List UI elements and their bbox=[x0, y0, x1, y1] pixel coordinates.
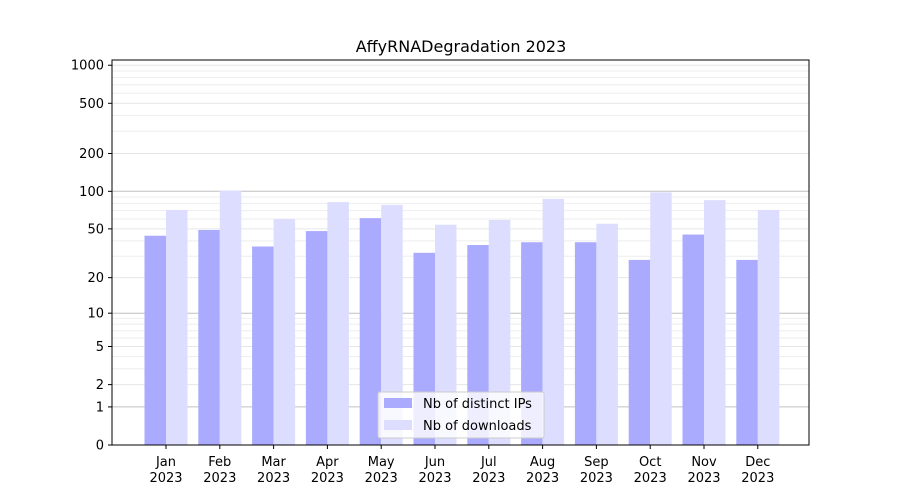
x-tick-label-year: 2023 bbox=[580, 471, 613, 486]
legend-label-downloads: Nb of downloads bbox=[423, 419, 532, 434]
bar-distinct-ips bbox=[736, 259, 758, 445]
bar-downloads bbox=[757, 209, 780, 445]
bar-downloads bbox=[327, 202, 349, 445]
x-axis: Jan2023Feb2023Mar2023Apr2023May2023Jun20… bbox=[149, 445, 774, 486]
x-tick-label-month: Oct bbox=[639, 455, 661, 470]
chart-title: AffyRNADegradation 2023 bbox=[356, 37, 567, 56]
bar-distinct-ips bbox=[682, 234, 704, 445]
x-tick-label-month: Apr bbox=[316, 455, 339, 470]
legend-swatch-downloads bbox=[384, 420, 412, 430]
y-axis: 0 1 2 5 10 20 50 100 200 500 1000 bbox=[71, 59, 112, 454]
x-tick-label-month: Mar bbox=[261, 455, 286, 470]
x-tick-label-year: 2023 bbox=[634, 471, 667, 486]
x-tick-label-year: 2023 bbox=[472, 471, 505, 486]
x-tick-label-month: Aug bbox=[530, 455, 555, 470]
x-tick-label-month: Feb bbox=[208, 455, 231, 470]
bar-downloads bbox=[704, 200, 726, 445]
y-tick-label: 1 bbox=[96, 400, 104, 415]
bar-downloads bbox=[488, 219, 511, 445]
x-tick-label-month: Nov bbox=[691, 455, 717, 470]
x-tick-label-year: 2023 bbox=[203, 471, 236, 486]
x-tick-label-year: 2023 bbox=[418, 471, 451, 486]
legend-label-ips: Nb of distinct IPs bbox=[423, 397, 532, 412]
legend-swatch-ips bbox=[384, 398, 412, 408]
x-tick-label-year: 2023 bbox=[365, 471, 398, 486]
x-tick-label-month: Dec bbox=[745, 455, 770, 470]
bar-distinct-ips bbox=[574, 242, 597, 445]
x-tick-label-month: Sep bbox=[584, 455, 609, 470]
x-tick-label-year: 2023 bbox=[257, 471, 290, 486]
bar-downloads bbox=[596, 223, 618, 445]
bar-downloads bbox=[542, 198, 565, 445]
bar-distinct-ips bbox=[198, 229, 220, 445]
bar-distinct-ips bbox=[305, 231, 328, 445]
bars bbox=[144, 190, 780, 445]
x-tick-label-month: Jul bbox=[480, 455, 497, 470]
bar-downloads bbox=[435, 224, 457, 445]
x-tick-label-month: Jan bbox=[155, 455, 176, 470]
x-tick-label-month: May bbox=[368, 455, 395, 470]
bar-distinct-ips bbox=[628, 259, 651, 445]
y-tick-label: 100 bbox=[79, 185, 104, 200]
bar-downloads bbox=[650, 192, 672, 445]
legend: Nb of distinct IPs Nb of downloads bbox=[377, 391, 545, 439]
plot-frame bbox=[111, 59, 810, 446]
y-tick-label: 1000 bbox=[71, 59, 104, 74]
bar-downloads bbox=[381, 204, 403, 445]
x-tick-label-year: 2023 bbox=[149, 471, 182, 486]
y-tick-label: 0 bbox=[96, 439, 104, 454]
bar-distinct-ips bbox=[359, 218, 382, 445]
y-tick-label: 10 bbox=[87, 307, 104, 322]
bar-distinct-ips bbox=[144, 235, 166, 445]
x-tick-label-year: 2023 bbox=[311, 471, 344, 486]
y-tick-label: 50 bbox=[87, 222, 104, 237]
bar-downloads bbox=[273, 219, 296, 445]
x-tick-label-year: 2023 bbox=[687, 471, 720, 486]
bar-distinct-ips bbox=[252, 246, 274, 445]
y-tick-label: 500 bbox=[79, 97, 104, 112]
bar-downloads bbox=[219, 190, 242, 445]
y-tick-label: 2 bbox=[96, 378, 104, 393]
x-tick-label-year: 2023 bbox=[741, 471, 774, 486]
x-tick-label-year: 2023 bbox=[526, 471, 559, 486]
y-tick-label: 200 bbox=[79, 147, 104, 162]
y-tick-label: 5 bbox=[96, 340, 104, 355]
bar-downloads bbox=[166, 209, 188, 445]
legend-box bbox=[377, 391, 545, 439]
x-tick-label-month: Jun bbox=[424, 455, 445, 470]
y-tick-label: 20 bbox=[87, 271, 104, 286]
